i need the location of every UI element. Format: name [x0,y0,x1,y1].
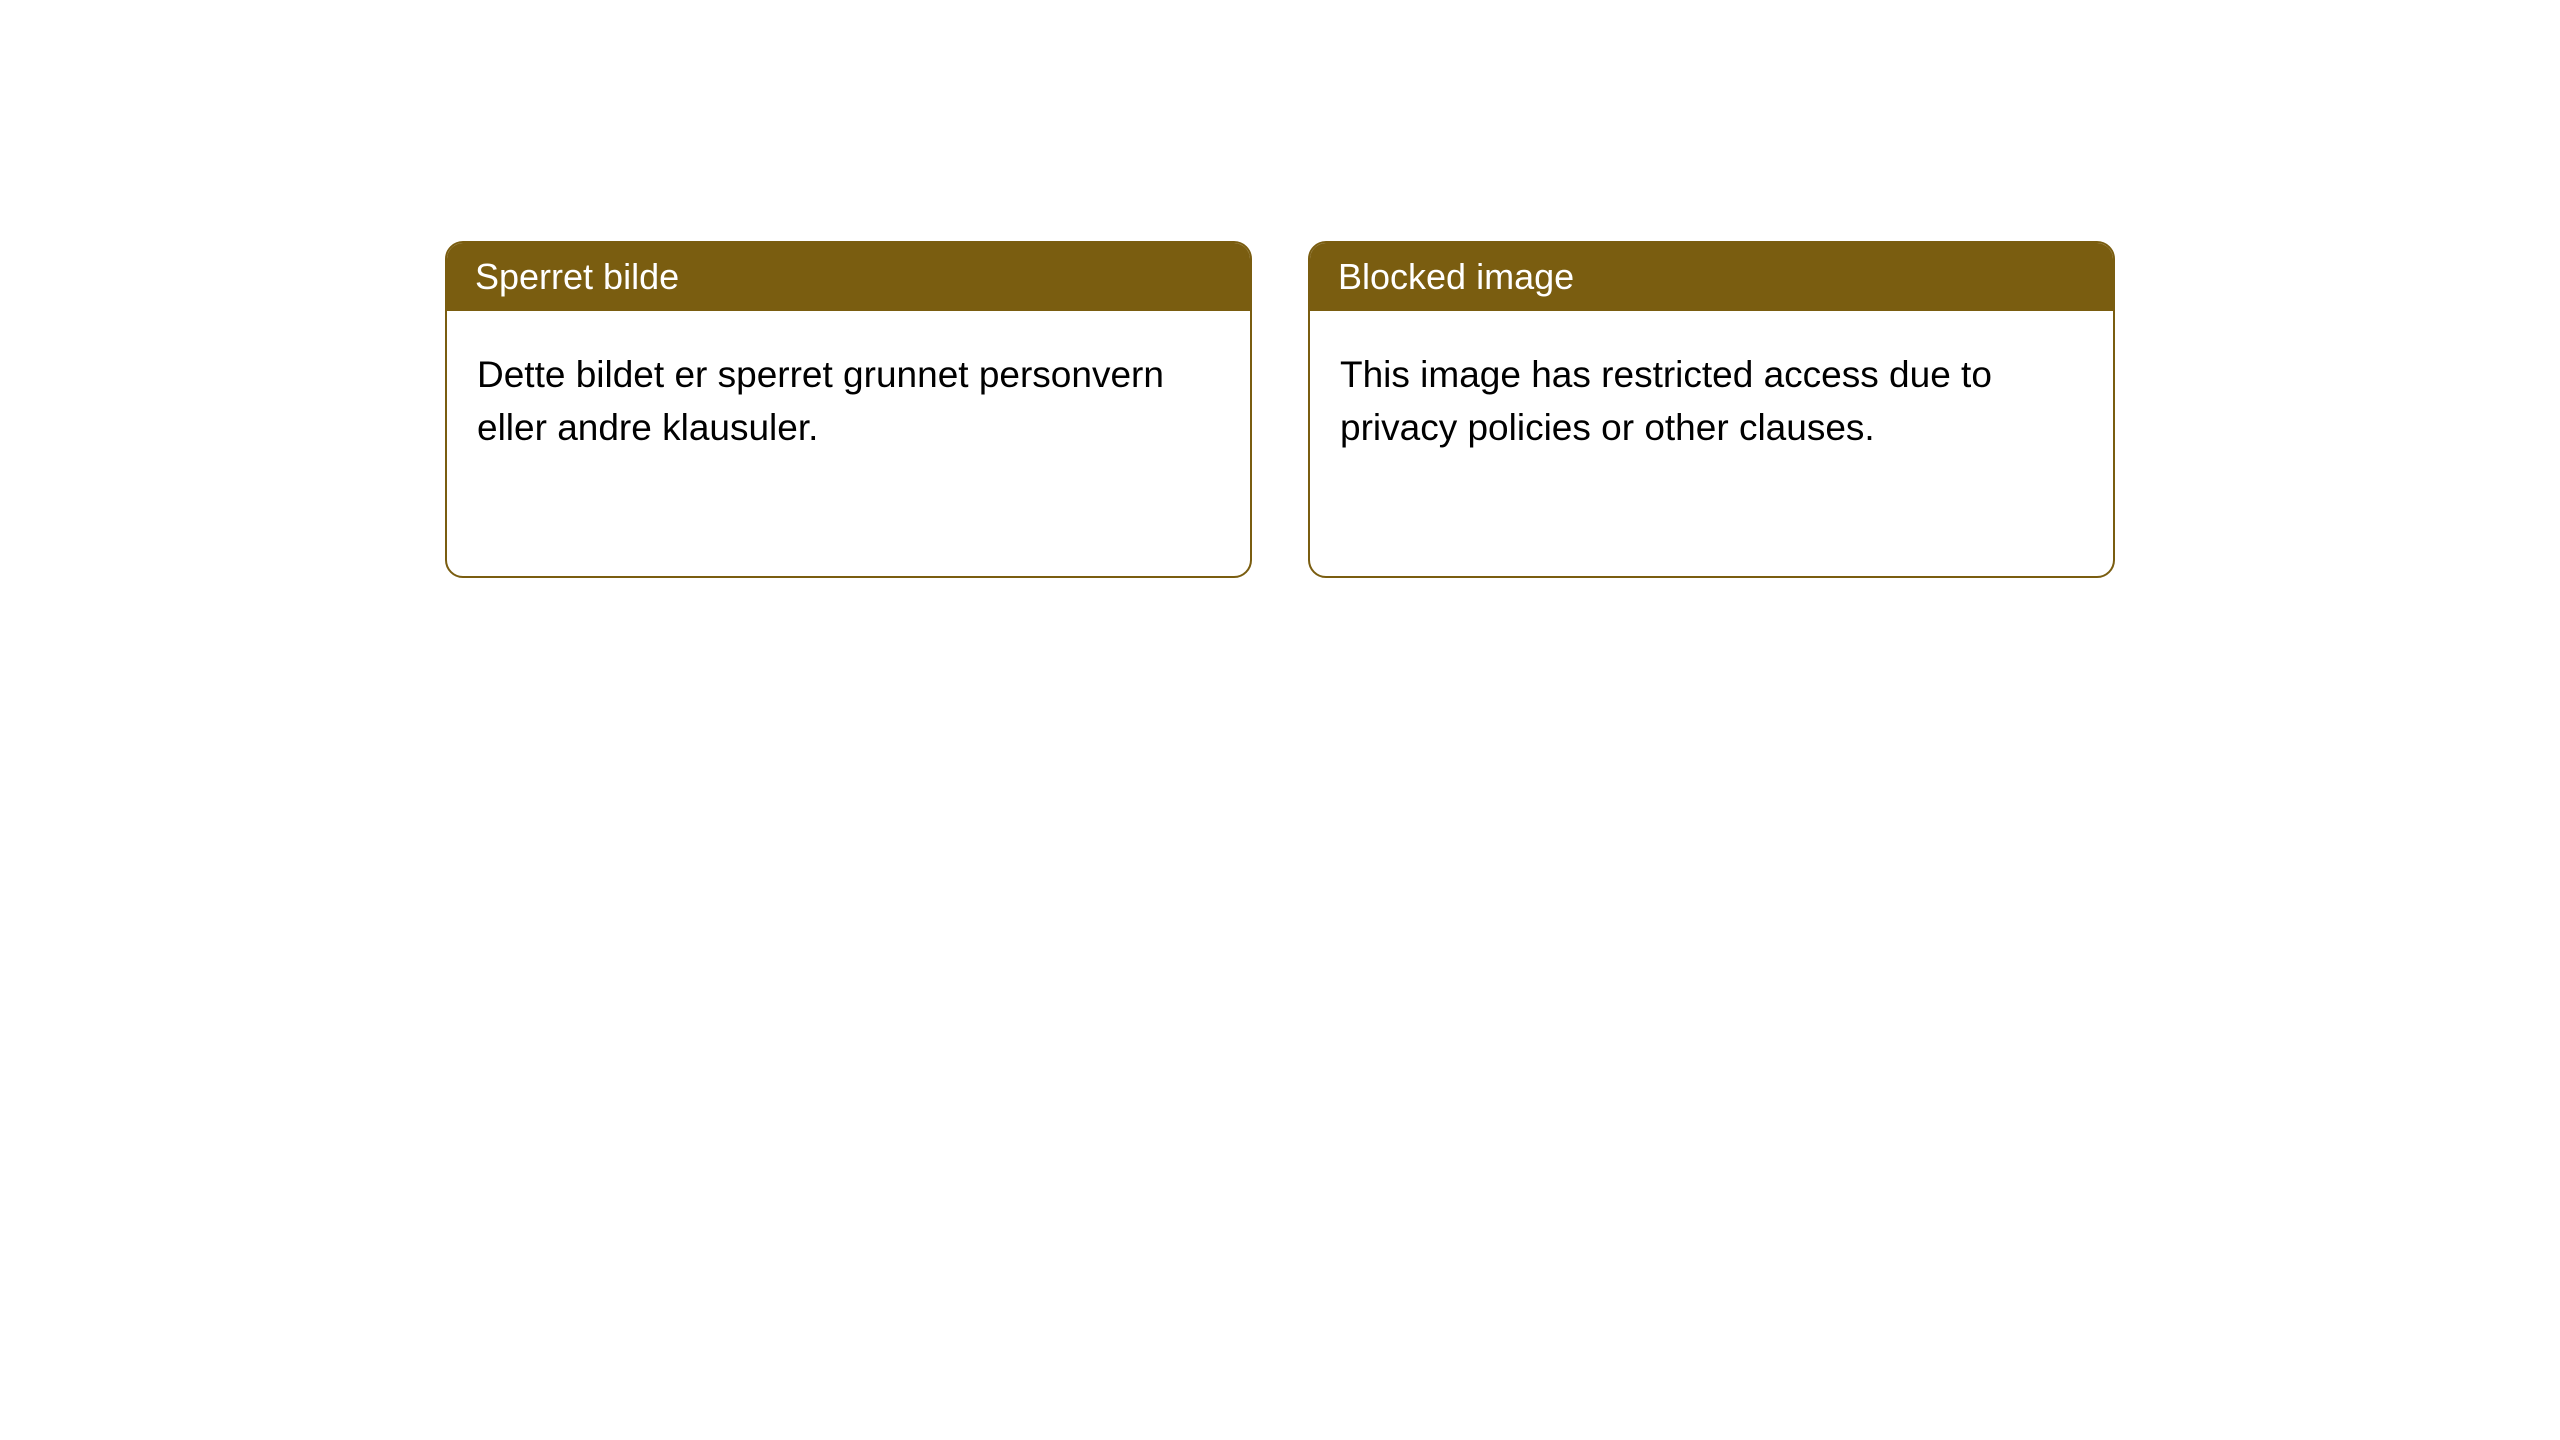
notice-container: Sperret bilde Dette bildet er sperret gr… [0,0,2560,578]
notice-card-english: Blocked image This image has restricted … [1308,241,2115,578]
notice-card-norwegian: Sperret bilde Dette bildet er sperret gr… [445,241,1252,578]
notice-body: Dette bildet er sperret grunnet personve… [447,311,1250,492]
notice-body: This image has restricted access due to … [1310,311,2113,492]
notice-header: Sperret bilde [447,243,1250,311]
notice-header: Blocked image [1310,243,2113,311]
